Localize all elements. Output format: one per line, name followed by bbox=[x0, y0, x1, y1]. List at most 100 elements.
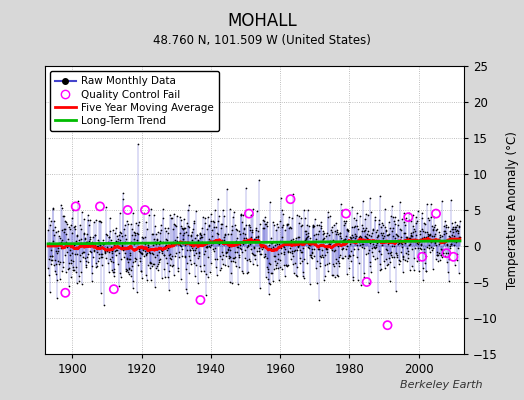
Point bbox=[411, 228, 419, 235]
Point bbox=[60, 226, 68, 232]
Point bbox=[216, 267, 225, 273]
Point bbox=[123, 254, 131, 261]
Point bbox=[435, 241, 443, 247]
Point bbox=[129, 278, 137, 284]
Point bbox=[384, 241, 392, 248]
Point bbox=[213, 272, 222, 278]
Point bbox=[230, 255, 238, 261]
Point bbox=[182, 286, 190, 292]
Point bbox=[452, 224, 460, 230]
Point bbox=[266, 234, 275, 241]
Point bbox=[413, 258, 421, 264]
Point bbox=[151, 222, 160, 229]
Point bbox=[72, 269, 80, 275]
Point bbox=[268, 240, 276, 246]
Point bbox=[47, 257, 55, 264]
Point bbox=[98, 250, 106, 257]
Point bbox=[75, 237, 83, 243]
Point bbox=[157, 244, 166, 251]
Point bbox=[429, 227, 438, 234]
Point bbox=[196, 232, 205, 238]
Point bbox=[118, 190, 127, 197]
Point bbox=[134, 231, 142, 237]
Point bbox=[263, 223, 271, 230]
Point bbox=[362, 210, 370, 217]
Point bbox=[141, 233, 149, 240]
Point bbox=[288, 236, 297, 242]
Point bbox=[335, 254, 343, 260]
Point bbox=[192, 232, 201, 238]
Point bbox=[390, 235, 399, 242]
Point bbox=[374, 220, 383, 227]
Point bbox=[438, 232, 446, 239]
Point bbox=[225, 244, 234, 250]
Point bbox=[174, 240, 182, 246]
Point bbox=[394, 233, 402, 239]
Text: 48.760 N, 101.509 W (United States): 48.760 N, 101.509 W (United States) bbox=[153, 34, 371, 47]
Point bbox=[407, 230, 416, 236]
Point bbox=[199, 242, 208, 248]
Point bbox=[128, 231, 136, 238]
Point bbox=[353, 242, 361, 248]
Point bbox=[404, 248, 412, 254]
Point bbox=[427, 200, 435, 207]
Point bbox=[420, 249, 429, 256]
Point bbox=[105, 269, 114, 276]
Point bbox=[106, 228, 115, 234]
Point bbox=[295, 234, 303, 240]
Point bbox=[45, 240, 53, 246]
Point bbox=[190, 252, 199, 258]
Point bbox=[149, 231, 157, 237]
Point bbox=[66, 247, 74, 253]
Point bbox=[200, 262, 208, 268]
Point bbox=[371, 244, 379, 251]
Point bbox=[113, 233, 121, 239]
Point bbox=[80, 249, 88, 256]
Point bbox=[322, 246, 330, 252]
Point bbox=[175, 240, 183, 247]
Point bbox=[250, 245, 258, 251]
Point bbox=[438, 198, 446, 204]
Point bbox=[388, 228, 396, 234]
Point bbox=[102, 231, 110, 238]
Point bbox=[214, 231, 222, 238]
Point bbox=[276, 218, 285, 224]
Point bbox=[328, 224, 336, 230]
Point bbox=[90, 244, 99, 250]
Point bbox=[320, 276, 328, 283]
Point bbox=[78, 269, 86, 275]
Point bbox=[271, 242, 279, 248]
Point bbox=[277, 195, 285, 202]
Point bbox=[301, 228, 310, 234]
Point bbox=[339, 236, 347, 243]
Point bbox=[79, 242, 88, 248]
Point bbox=[235, 254, 243, 260]
Point bbox=[286, 196, 294, 202]
Point bbox=[392, 250, 401, 256]
Point bbox=[325, 232, 334, 238]
Point bbox=[201, 292, 210, 298]
Point bbox=[115, 270, 124, 276]
Point bbox=[165, 268, 173, 274]
Point bbox=[373, 255, 381, 261]
Point bbox=[314, 228, 323, 234]
Point bbox=[333, 272, 341, 278]
Point bbox=[73, 232, 82, 238]
Point bbox=[93, 257, 102, 264]
Point bbox=[449, 254, 457, 260]
Point bbox=[289, 260, 297, 267]
Point bbox=[444, 236, 452, 243]
Point bbox=[289, 241, 298, 248]
Point bbox=[91, 231, 99, 238]
Point bbox=[228, 279, 236, 286]
Point bbox=[74, 244, 82, 250]
Point bbox=[330, 248, 338, 254]
Point bbox=[325, 238, 334, 244]
Point bbox=[442, 222, 450, 229]
Point bbox=[180, 224, 189, 231]
Point bbox=[352, 233, 360, 239]
Point bbox=[222, 252, 231, 259]
Point bbox=[250, 256, 259, 262]
Point bbox=[368, 244, 376, 251]
Point bbox=[50, 232, 58, 238]
